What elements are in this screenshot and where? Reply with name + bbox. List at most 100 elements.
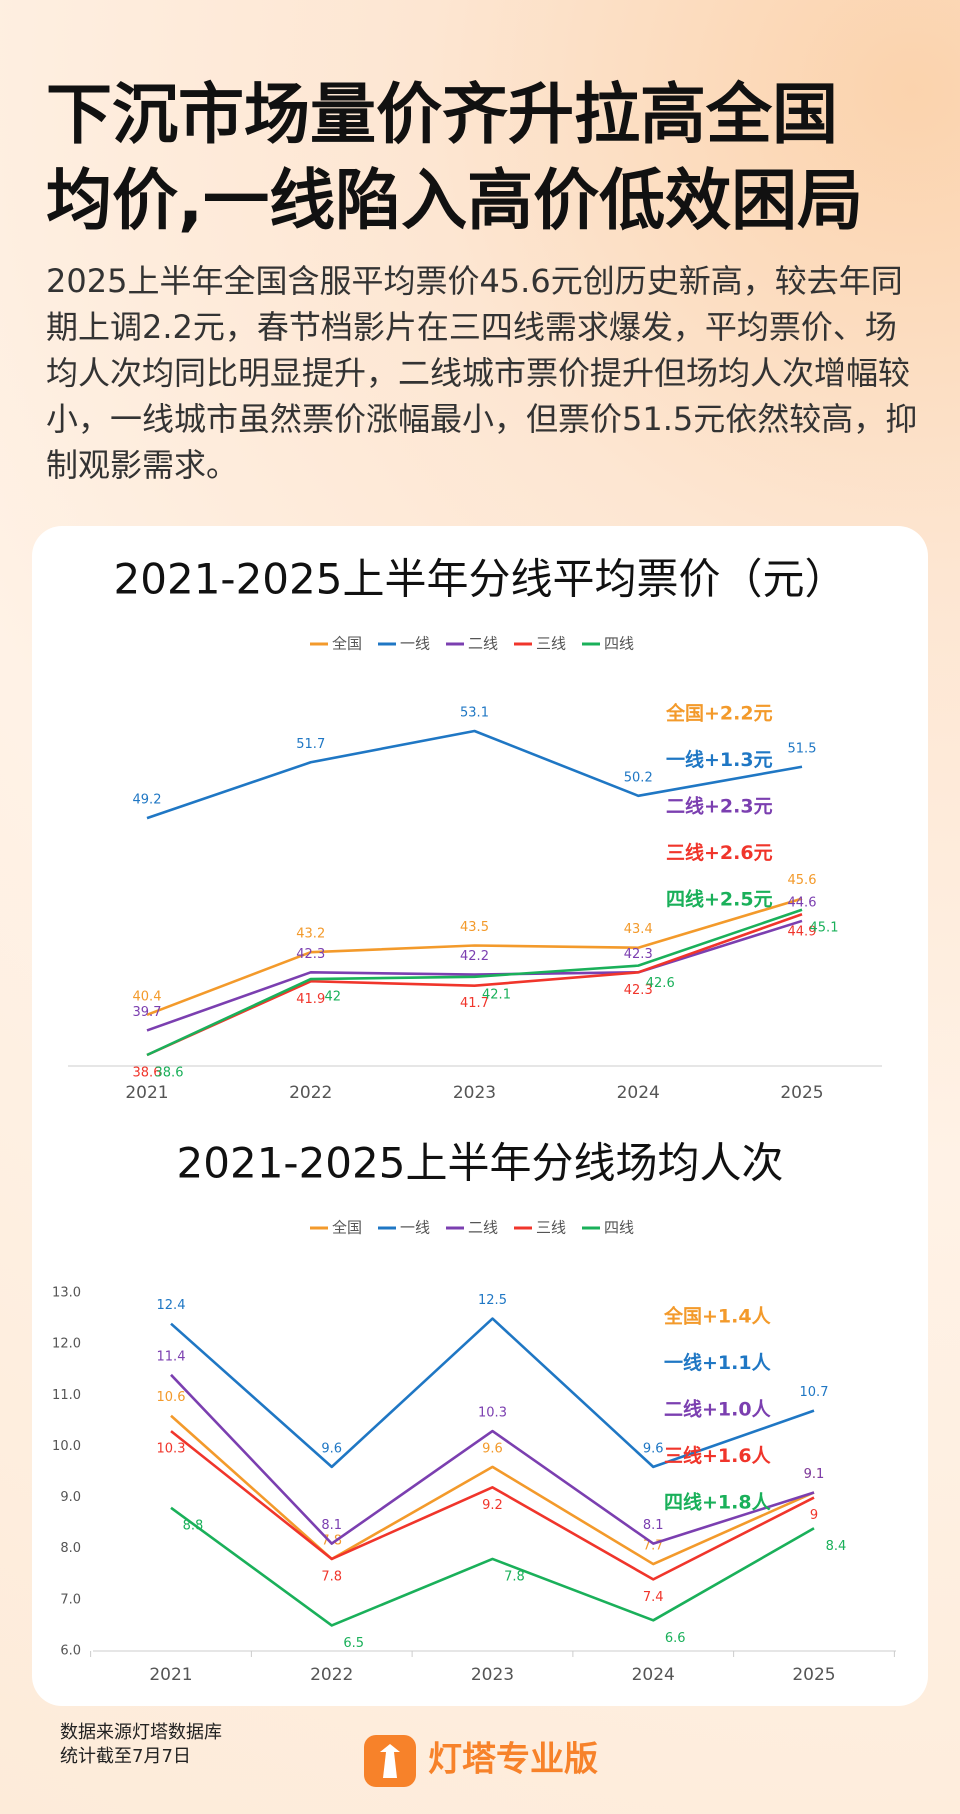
- data-label: 11.4: [157, 1349, 186, 1364]
- data-label: 9.6: [643, 1441, 664, 1456]
- annotation: 全国+2.2元: [665, 702, 773, 725]
- annotation: 一线+1.3元: [666, 748, 773, 771]
- x-tick-label: 2022: [310, 1665, 353, 1685]
- legend-label: 三线: [536, 1219, 566, 1237]
- data-label: 42.3: [624, 983, 653, 998]
- legend-label: 四线: [604, 1219, 634, 1237]
- legend-label: 二线: [468, 635, 498, 653]
- data-label: 38.6: [155, 1066, 184, 1081]
- data-label: 9.6: [321, 1441, 342, 1456]
- x-tick-label: 2022: [289, 1083, 332, 1103]
- y-tick-label: 11.0: [52, 1388, 81, 1403]
- annotation: 三线+2.6元: [666, 841, 773, 864]
- data-label: 8.8: [183, 1518, 204, 1533]
- data-label: 39.7: [133, 1005, 162, 1020]
- x-tick-label: 2024: [632, 1665, 675, 1685]
- chart-title: 2021-2025上半年分线平均票价（元）: [114, 555, 847, 604]
- data-label: 9.1: [804, 1467, 825, 1482]
- data-label: 45.1: [810, 920, 839, 935]
- series-line: [146, 908, 803, 1057]
- data-label: 9: [810, 1508, 818, 1523]
- data-label: 41.7: [460, 996, 489, 1011]
- legend-label: 二线: [468, 1219, 498, 1237]
- data-label: 9.2: [482, 1498, 503, 1513]
- data-label: 6.6: [665, 1631, 686, 1646]
- annotation: 二线+2.3元: [666, 795, 773, 818]
- data-label: 42.3: [296, 947, 325, 962]
- series-line: [146, 897, 803, 1016]
- legend-label: 全国: [332, 1219, 362, 1237]
- y-tick-label: 10.0: [52, 1439, 81, 1454]
- data-label: 10.3: [478, 1406, 507, 1421]
- data-label: 7.8: [321, 1569, 342, 1584]
- x-tick-label: 2023: [471, 1665, 514, 1685]
- data-label: 8.4: [826, 1539, 847, 1554]
- x-tick-label: 2024: [617, 1083, 660, 1103]
- data-label: 43.5: [460, 920, 489, 935]
- data-label: 51.5: [788, 741, 817, 756]
- data-label: 38.6: [133, 1066, 162, 1081]
- data-label: 7.8: [504, 1569, 525, 1584]
- data-label: 51.7: [296, 737, 325, 752]
- data-label: 9.6: [482, 1441, 503, 1456]
- series-line: [146, 913, 803, 1057]
- data-label: 10.7: [800, 1385, 829, 1400]
- legend-label: 一线: [400, 1219, 430, 1237]
- data-label: 8.1: [321, 1518, 342, 1533]
- chart-title: 2021-2025上半年分线场均人次: [177, 1139, 784, 1188]
- series-line: [146, 729, 803, 820]
- source-note: 数据来源灯塔数据库: [60, 1722, 222, 1743]
- series-line: [170, 1317, 815, 1469]
- headline: 下沉市场量价齐升拉高全国 均价,一线陷入高价低效困局: [46, 72, 946, 244]
- annotation: 三线+1.6人: [664, 1444, 772, 1467]
- x-tick-label: 2021: [125, 1083, 168, 1103]
- data-label: 12.4: [157, 1298, 186, 1313]
- brand-logo: [364, 1735, 416, 1787]
- data-label: 6.5: [343, 1636, 364, 1651]
- data-label: 50.2: [624, 770, 653, 785]
- data-label: 41.9: [296, 992, 325, 1007]
- annotation: 四线+1.8人: [664, 1491, 772, 1514]
- headline-line: 均价,一线陷入高价低效困局: [46, 162, 864, 239]
- data-label: 44.6: [788, 895, 817, 910]
- legend-label: 三线: [536, 635, 566, 653]
- data-label: 40.4: [133, 989, 162, 1004]
- x-tick-label: 2025: [792, 1665, 835, 1685]
- series-line: [146, 919, 803, 1032]
- series-line: [170, 1414, 815, 1566]
- data-label: 10.3: [157, 1442, 186, 1457]
- data-label: 43.4: [624, 922, 653, 937]
- data-label: 42.2: [460, 949, 489, 964]
- card: [32, 526, 928, 1706]
- data-label: 42: [324, 990, 341, 1005]
- data-label: 49.2: [133, 793, 162, 808]
- annotation: 一线+1.1人: [664, 1351, 772, 1374]
- data-label: 44.9: [788, 925, 817, 940]
- data-label: 45.6: [788, 873, 817, 888]
- data-label: 10.6: [157, 1390, 186, 1405]
- y-tick-label: 8.0: [60, 1541, 81, 1556]
- brand-name: 灯塔专业版: [428, 1740, 598, 1780]
- date-note: 统计截至7月7日: [60, 1746, 191, 1767]
- series-line: [170, 1373, 815, 1545]
- x-tick-label: 2023: [453, 1083, 496, 1103]
- legend-label: 一线: [400, 635, 430, 653]
- y-tick-label: 6.0: [60, 1644, 81, 1659]
- series-line: [170, 1506, 815, 1627]
- data-label: 9.1: [804, 1467, 825, 1482]
- data-label: 42.6: [646, 976, 675, 991]
- data-label: 42.1: [482, 987, 511, 1002]
- y-tick-label: 9.0: [60, 1490, 81, 1505]
- data-label: 7.4: [643, 1590, 664, 1605]
- y-tick-label: 12.0: [52, 1337, 81, 1352]
- data-label: 12.5: [478, 1293, 507, 1308]
- y-tick-label: 13.0: [52, 1286, 81, 1301]
- data-label: 53.1: [460, 706, 489, 721]
- data-label: 42.3: [624, 947, 653, 962]
- x-tick-label: 2025: [780, 1083, 823, 1103]
- annotation: 四线+2.5元: [666, 888, 773, 911]
- legend-label: 四线: [604, 635, 634, 653]
- annotation: 全国+1.4人: [663, 1305, 772, 1328]
